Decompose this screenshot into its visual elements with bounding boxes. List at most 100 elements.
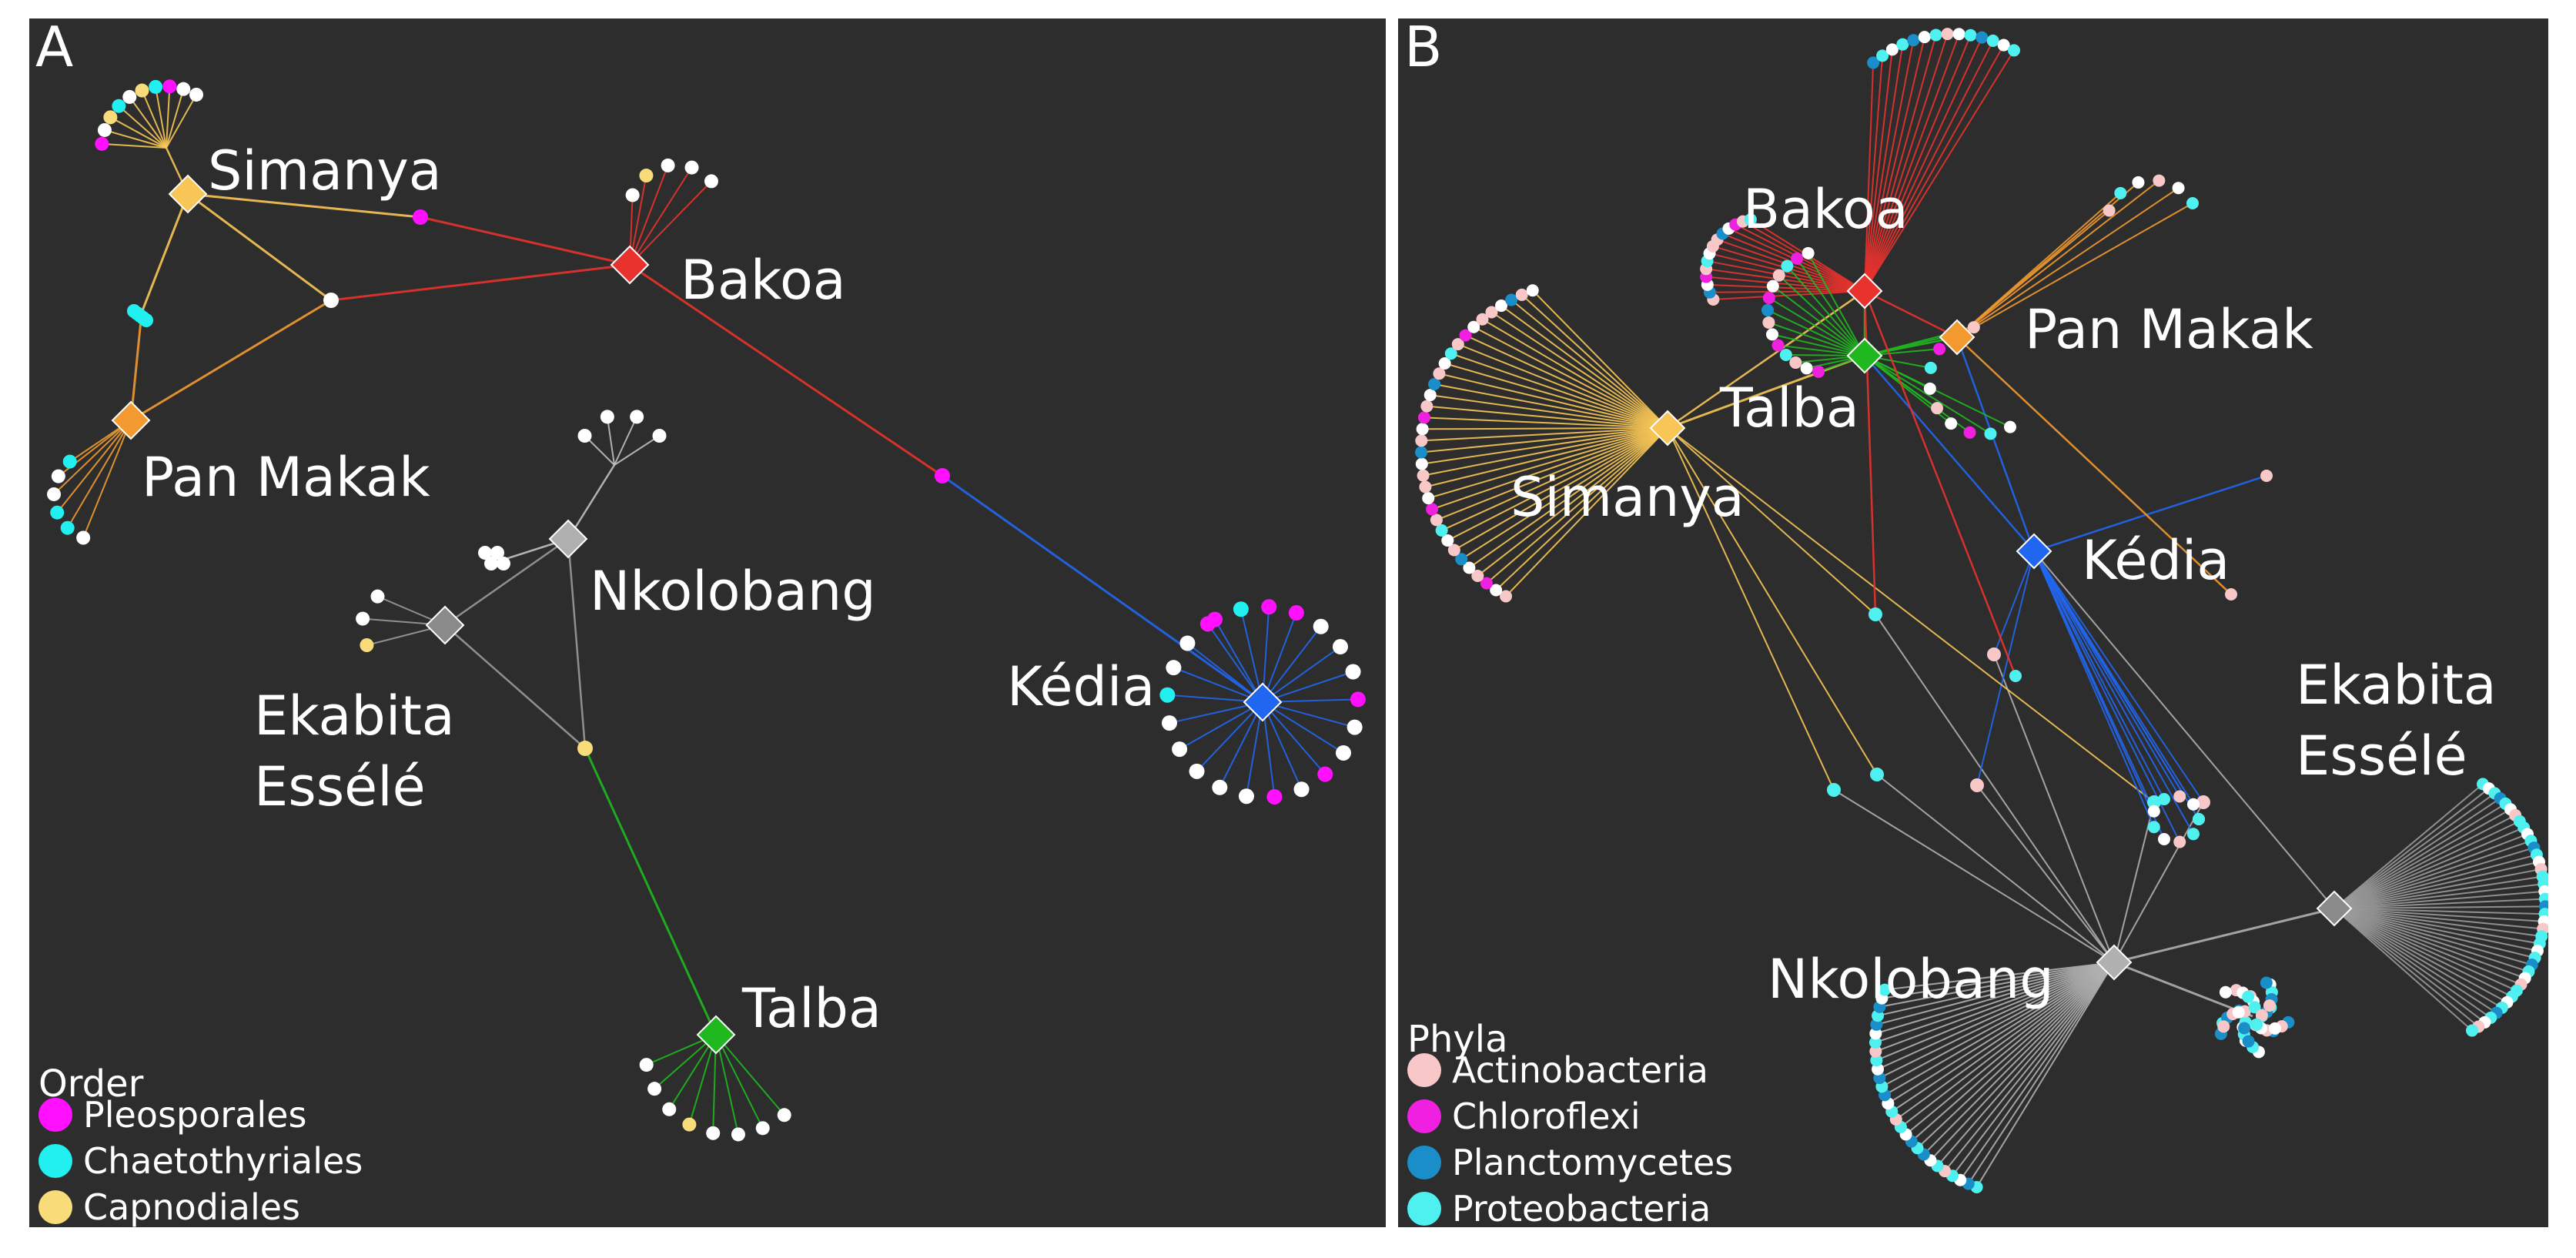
leaf-node [1964,28,1977,42]
edge [1667,427,2155,803]
edge [1706,268,1865,292]
leaf-node [1266,789,1283,805]
edge [1975,962,2115,1188]
hub-pan-makak [111,400,151,440]
edge [668,1034,717,1110]
edge [1993,654,2115,963]
edge [444,624,586,749]
leaf-node [682,1117,697,1132]
edge [2033,550,2165,800]
edge [1667,427,1878,775]
leaf-node [370,589,385,604]
edge [2333,783,2484,909]
leaf-node [2260,976,2273,989]
leaf-node [1766,279,1779,293]
leaf-node [1923,382,1936,395]
edge [2333,898,2545,909]
edge [66,420,132,529]
panel-b: B Bakoa Pan Makak Talba Simanya Kédia Ek… [1398,18,2548,1227]
edge [1875,962,2115,1052]
edge [1877,962,2115,1017]
leaf-node [639,1058,654,1072]
leaf-node [1430,514,1443,527]
edge [2333,905,2545,909]
leaf-node [162,79,177,94]
leaf-node [1417,469,1430,482]
edge [715,1034,739,1135]
edge [1468,427,1668,569]
leaf-node [1485,306,1498,319]
leaf-node [1515,288,1528,301]
edge [629,167,693,266]
leaf-node [731,1127,745,1142]
leaf-node [1433,367,1446,380]
hub-nkolobang-b [2096,944,2133,981]
leaf-node [755,1121,770,1136]
edge [1421,427,1668,442]
leaf-node [1455,553,1468,566]
edge [1956,336,2232,595]
shared-node [1870,768,1884,781]
shared-node [577,741,593,756]
leaf-node [1984,427,1997,440]
edge [1772,285,1865,356]
leaf-node [2219,985,2232,999]
edge [130,299,332,422]
leaf-node [2242,990,2255,1003]
edge [1207,623,1263,703]
shared-node [935,468,950,483]
edge [2333,908,2545,915]
leaf-node [1212,779,1228,795]
edge [1976,550,2035,786]
edge [1667,289,1865,430]
edge [2333,854,2538,909]
leaf-node [1802,246,1815,259]
leaf-node [1791,252,1804,265]
leaf-node [1172,741,1188,758]
leaf-node [2242,1035,2255,1048]
edge [2333,803,2507,909]
edge [1439,373,1668,429]
leaf-node [1451,338,1464,351]
edge [1430,394,1668,429]
edge [2333,908,2544,922]
hub-label-pan-makak: Pan Makak [142,446,430,509]
edge [2333,908,2538,952]
leaf-node [1419,480,1432,493]
legend-b: Phyla Actinobacteria Chloroflexi Plancto… [1407,1018,1733,1227]
leaf-node [2466,1024,2478,1037]
edge [1495,427,1668,591]
leaf-node [2103,204,2116,217]
edge [2333,908,2473,1032]
leaf-node [51,469,65,483]
legend-item-planctomycetes: Planctomycetes [1452,1142,1733,1183]
edge [1864,55,1884,292]
leaf-node [1789,356,1802,370]
leaf-node [1233,601,1249,617]
leaf-node [103,110,118,125]
leaf-node [1963,426,1976,439]
edge [129,96,167,149]
leaf-node [1771,339,1785,352]
edge [166,94,197,149]
edge [1778,274,1865,356]
leaf-node [1415,446,1428,459]
edge [2333,908,2513,998]
hub-bakoa-b [1846,273,1883,309]
leaf-node [2147,805,2160,818]
leaf-node [1869,1027,1882,1040]
edge [1955,336,2036,552]
leaf-node [1869,1036,1882,1049]
edge [1709,253,1865,292]
leaf-node [1428,378,1441,391]
edge [614,435,661,466]
leaf-node [2008,44,2020,57]
leaf-node [1347,719,1363,735]
panel-letter-b: B [1404,18,1442,79]
edge [1967,962,2115,1185]
leaf-node [777,1108,791,1122]
edge [82,420,132,538]
hub-label-essele: Essélé [254,755,426,818]
leaf-node [2217,1020,2230,1033]
edge [2033,550,2155,828]
